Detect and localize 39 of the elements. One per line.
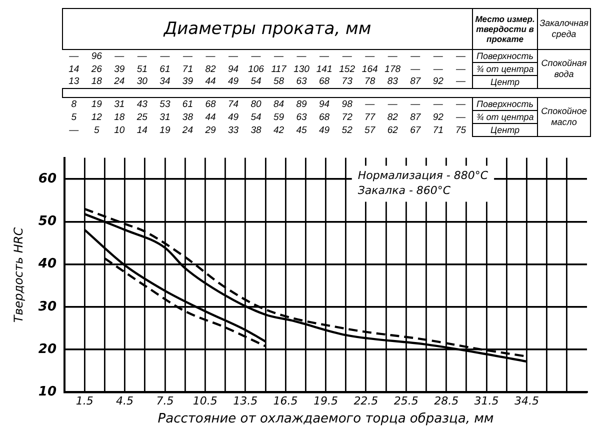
y-tick-label: 30 [38, 299, 56, 314]
x-tick-label: 1.5 [76, 394, 94, 408]
y-tick-label: 40 [37, 256, 56, 272]
text: 5 12 18 25 31 38 44 49 54 59 63 68 72 77 82 87 92 — [71, 112, 466, 122]
text: Поверхность [472, 50, 538, 62]
x-tick-label: 19.5 [313, 394, 338, 408]
text: Центр [472, 124, 538, 136]
text: ¾ от центра [472, 110, 538, 124]
y-tick-label: 20 [38, 342, 56, 357]
text: — 5 10 14 19 24 29 33 38 42 45 49 52 57 62 67 71 75 [69, 124, 466, 136]
text: 8 19 31 43 53 61 68 74 80 84 89 94 98 — — — — — [71, 98, 466, 110]
text: 14 26 39 51 61 71 82 94 106 117 130 141 152 164 178 — — — [68, 64, 466, 74]
x-tick-label: 28.5 [434, 394, 459, 408]
annotation: Закалка - 860°С [358, 184, 451, 198]
text: 13 18 24 30 34 39 44 49 54 58 63 68 73 78 83 87 92 — [68, 76, 466, 88]
y-tick-label: 10 [38, 384, 56, 400]
text: Спокойное масло [538, 98, 590, 136]
x-axis-title: Расстояние от охлаждаемого торца образца, мм [158, 412, 494, 427]
text: Спокойная вода [538, 50, 590, 88]
x-tick-label: 16.5 [273, 394, 298, 408]
x-tick-label: 34.5 [514, 394, 539, 408]
text: Закалочная среда [538, 8, 590, 50]
chart-title: Диаметры проката, мм [62, 8, 472, 50]
annotation: Нормализация - 880°С [358, 169, 488, 182]
x-tick-label: 22.5 [354, 394, 378, 408]
y-axis-title: Твердость HRC [11, 226, 26, 323]
y-tick-label: 60 [38, 171, 56, 186]
x-tick-label: 4.5 [116, 394, 134, 408]
x-tick-label: 25.5 [394, 394, 418, 408]
x-tick-label: 13.5 [233, 394, 258, 408]
text: ¾ от центра [472, 62, 538, 76]
text: Место измер. твердости в прокате [472, 8, 538, 50]
text: Центр [472, 76, 538, 88]
x-tick-label: 31.5 [474, 394, 499, 408]
x-tick-label: 7.5 [156, 394, 174, 408]
text: Поверхность [472, 98, 538, 110]
text: — 96 — — — — — — — — — — — — — — — — [69, 50, 466, 62]
y-tick-label: 50 [38, 214, 56, 230]
x-tick-label: 10.5 [192, 394, 218, 408]
